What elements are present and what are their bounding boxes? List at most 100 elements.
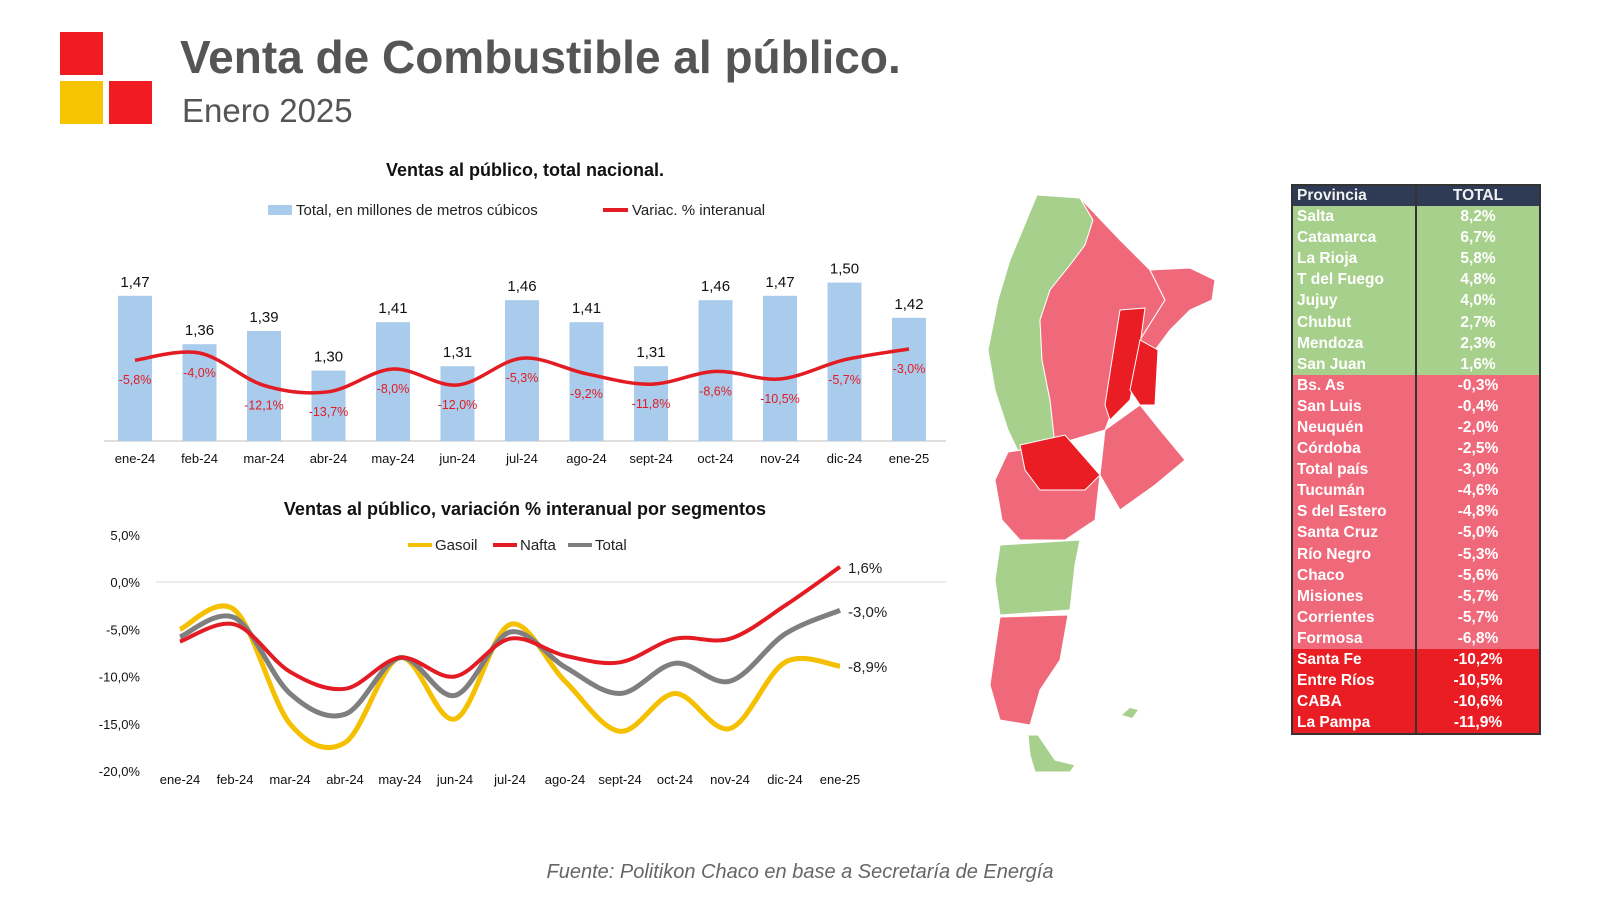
chart2-legend-gasoil-label: Gasoil xyxy=(435,537,478,554)
province-total: -5,0% xyxy=(1416,522,1540,544)
province-total: -10,6% xyxy=(1416,691,1540,713)
bar-value-label: 1,46 xyxy=(701,278,730,295)
chart2-nafta-line xyxy=(179,565,842,692)
bar-nov-24 xyxy=(763,295,797,441)
province-total: -10,2% xyxy=(1416,648,1540,671)
province-name: La Pampa xyxy=(1292,712,1417,735)
province-total: 2,7% xyxy=(1416,311,1540,333)
table-row: Río Negro -5,3% xyxy=(1292,543,1540,565)
province-name: Mendoza xyxy=(1292,332,1417,354)
province-total: -2,0% xyxy=(1416,416,1540,439)
sales-segments-chart: Ventas al público, variación % interanua… xyxy=(99,499,946,787)
x-tick-label: dic-24 xyxy=(767,772,802,787)
table-row: Tucumán -4,6% xyxy=(1292,480,1540,502)
map-region-tierra-del-fuego xyxy=(1027,734,1076,773)
line-value-label: -4,0% xyxy=(183,366,216,380)
province-total: 4,0% xyxy=(1416,290,1540,312)
bar-jun-24 xyxy=(440,366,475,441)
province-total: -5,6% xyxy=(1416,564,1540,586)
table-row: Misiones -5,7% xyxy=(1292,585,1540,607)
province-total: -6,8% xyxy=(1416,627,1540,649)
province-total: -5,3% xyxy=(1416,543,1540,565)
x-tick-label: nov-24 xyxy=(760,451,800,466)
chart2-end-label-nafta: 1,6% xyxy=(848,560,882,577)
chart2-title: Ventas al público, variación % interanua… xyxy=(284,499,766,519)
table-row: Salta 8,2% xyxy=(1292,206,1540,228)
sales-total-chart: Ventas al público, total nacional. Total… xyxy=(104,160,946,466)
table-row: Chubut 2,7% xyxy=(1292,311,1540,333)
argentina-province-map xyxy=(987,194,1216,773)
province-name: Jujuy xyxy=(1292,290,1417,312)
table-row: T del Fuego 4,8% xyxy=(1292,269,1540,291)
x-tick-label: jun-24 xyxy=(436,772,473,787)
province-name: CABA xyxy=(1292,691,1417,713)
table-row: Jujuy 4,0% xyxy=(1292,290,1540,312)
line-value-label: -12,1% xyxy=(244,398,284,412)
x-tick-label: may-24 xyxy=(371,451,414,466)
table-row: S del Estero -4,8% xyxy=(1292,501,1540,523)
x-tick-label: feb-24 xyxy=(217,772,254,787)
x-tick-label: ene-25 xyxy=(889,451,929,466)
chart1-legend-bar-label: Total, en millones de metros cúbicos xyxy=(296,202,538,219)
map-region-buenos-aires xyxy=(1099,404,1186,511)
province-name: Santa Cruz xyxy=(1292,522,1417,544)
chart2-end-label-total: -3,0% xyxy=(848,604,887,621)
province-total: -5,7% xyxy=(1416,606,1540,628)
province-table: Provincia TOTAL Salta 8,2% Catamarca 6,7% La… xyxy=(1291,184,1541,736)
table-row: San Juan 1,6% xyxy=(1292,353,1540,375)
province-name: Tucumán xyxy=(1292,480,1417,502)
x-tick-label: may-24 xyxy=(378,772,421,787)
bar-value-label: 1,31 xyxy=(636,344,665,361)
province-name: Chubut xyxy=(1292,311,1417,333)
chart2-legend-total-label: Total xyxy=(595,537,627,554)
x-tick-label: jul-24 xyxy=(505,451,538,466)
logo-square-red-top xyxy=(60,32,103,75)
table-row: Neuquén -2,0% xyxy=(1292,416,1540,439)
logo-square-red-right xyxy=(109,81,152,124)
table-row: Mendoza 2,3% xyxy=(1292,332,1540,354)
table-row: Bs. As -0,3% xyxy=(1292,374,1540,396)
line-value-label: -12,0% xyxy=(438,398,478,412)
province-name: Catamarca xyxy=(1292,227,1417,249)
table-header-row: Provincia TOTAL xyxy=(1292,185,1540,206)
map-region-santa-cruz xyxy=(989,614,1069,726)
province-total: -2,5% xyxy=(1416,438,1540,460)
bar-value-label: 1,47 xyxy=(765,274,794,291)
province-total: -4,6% xyxy=(1416,480,1540,502)
province-name: Neuquén xyxy=(1292,416,1417,439)
province-name: Entre Ríos xyxy=(1292,670,1417,692)
line-value-label: -8,0% xyxy=(377,382,410,396)
bar-value-label: 1,41 xyxy=(378,300,407,317)
table-row: Total país -3,0% xyxy=(1292,459,1540,481)
x-tick-label: oct-24 xyxy=(657,772,693,787)
x-tick-label: abr-24 xyxy=(326,772,364,787)
x-tick-label: ene-25 xyxy=(820,772,860,787)
line-value-label: -10,5% xyxy=(760,392,800,406)
table-row: Entre Ríos -10,5% xyxy=(1292,670,1540,692)
province-name: Total país xyxy=(1292,459,1417,481)
x-tick-label: abr-24 xyxy=(310,451,348,466)
province-name: La Rioja xyxy=(1292,248,1417,270)
table-row: La Rioja 5,8% xyxy=(1292,248,1540,270)
bar-abr-24 xyxy=(311,370,346,441)
y-tick-label: 5,0% xyxy=(110,528,140,543)
bar-may-24 xyxy=(376,322,410,441)
x-tick-label: mar-24 xyxy=(243,451,284,466)
province-total: 4,8% xyxy=(1416,269,1540,291)
bar-value-label: 1,41 xyxy=(572,300,601,317)
page-subtitle: Enero 2025 xyxy=(182,92,353,129)
province-name: San Luis xyxy=(1292,395,1417,417)
province-total: -10,5% xyxy=(1416,670,1540,692)
line-value-label: -3,0% xyxy=(893,362,926,376)
province-total: -0,3% xyxy=(1416,374,1540,396)
province-total: -11,9% xyxy=(1416,712,1540,735)
chart1-interannual-line xyxy=(134,347,910,395)
province-name: Bs. As xyxy=(1292,374,1417,396)
map-islands xyxy=(1122,708,1138,718)
y-tick-label: 0,0% xyxy=(110,575,140,590)
province-name: Santa Fe xyxy=(1292,648,1417,671)
chart2-total-line xyxy=(178,607,841,719)
province-total: -5,7% xyxy=(1416,585,1540,607)
province-name: Misiones xyxy=(1292,585,1417,607)
line-value-label: -5,3% xyxy=(506,371,539,385)
